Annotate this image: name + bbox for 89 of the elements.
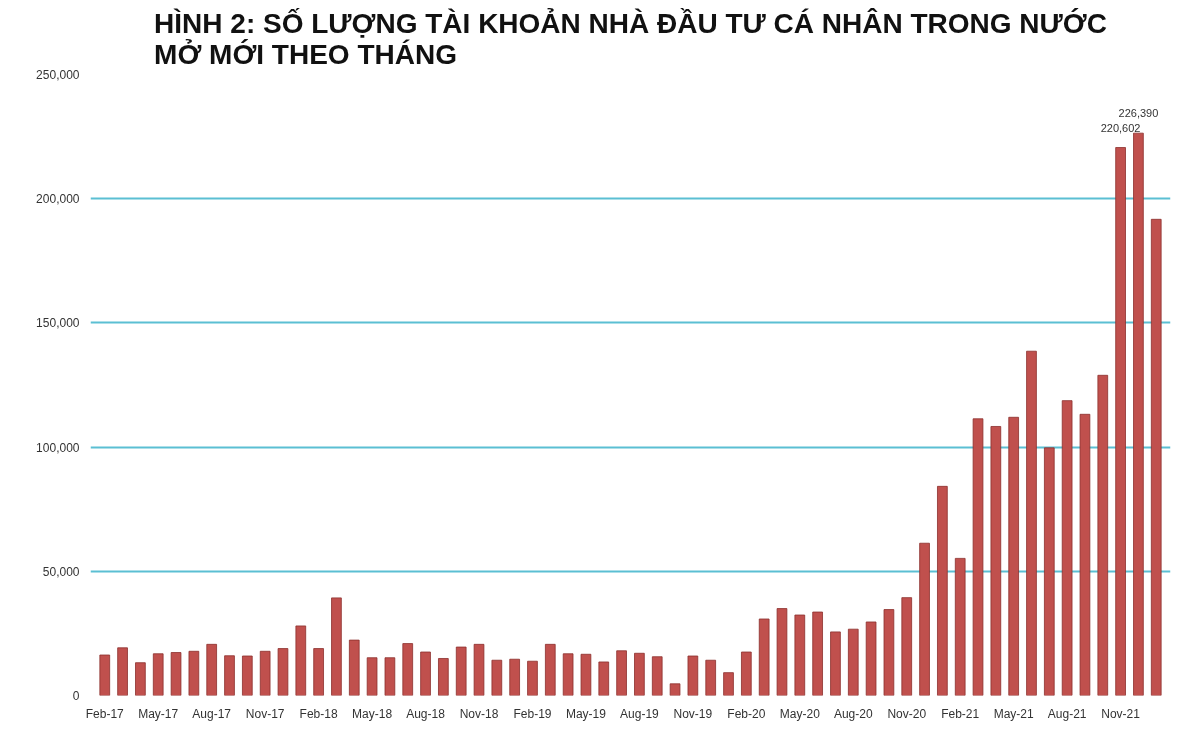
bar xyxy=(919,542,930,696)
bar xyxy=(598,661,610,696)
bar xyxy=(865,621,877,696)
y-tick-label: 0 xyxy=(72,689,80,703)
x-tick-label: Nov-20 xyxy=(887,706,927,721)
bar xyxy=(1026,350,1037,696)
bar xyxy=(259,650,271,696)
x-tick-label: Feb-21 xyxy=(941,706,980,721)
bar xyxy=(1008,416,1019,696)
bar xyxy=(954,557,966,696)
bar xyxy=(1133,132,1144,696)
x-tick-label: Aug-18 xyxy=(406,706,446,721)
bar xyxy=(313,648,324,696)
bar xyxy=(1044,447,1055,696)
bar xyxy=(812,611,823,696)
bar xyxy=(152,653,164,696)
x-tick-label: Nov-21 xyxy=(1101,706,1141,721)
bar xyxy=(1079,413,1091,696)
bar xyxy=(491,659,503,696)
x-tick-label: Nov-19 xyxy=(673,706,713,721)
bar xyxy=(616,650,627,696)
x-tick-label: Feb-20 xyxy=(727,706,766,721)
bar xyxy=(206,643,217,696)
bar xyxy=(1150,218,1162,696)
bar xyxy=(348,639,360,696)
bar xyxy=(295,625,307,696)
bar xyxy=(527,660,538,696)
bar xyxy=(455,646,467,696)
y-tick-label: 100,000 xyxy=(36,440,80,455)
x-tick-label: Aug-21 xyxy=(1047,706,1087,721)
x-tick-label: Aug-20 xyxy=(833,706,873,721)
bar xyxy=(580,653,592,696)
bar xyxy=(99,654,111,696)
x-tick-label: Nov-17 xyxy=(245,706,285,721)
bar xyxy=(669,683,681,696)
bar xyxy=(776,608,788,696)
bar xyxy=(634,652,645,696)
bar xyxy=(277,648,289,696)
bar xyxy=(438,658,449,696)
bar xyxy=(331,597,342,696)
x-tick-label: Feb-19 xyxy=(513,706,552,721)
bar xyxy=(224,655,235,696)
y-tick-label: 50,000 xyxy=(42,564,80,579)
y-tick-label: 150,000 xyxy=(36,316,80,331)
bar xyxy=(723,672,734,696)
bar xyxy=(135,662,146,696)
bar xyxy=(420,651,431,696)
bar xyxy=(1097,374,1109,696)
bar xyxy=(937,485,948,696)
x-tick-label: Feb-18 xyxy=(299,706,338,721)
chart-title: HÌNH 2: SỐ LƯỢNG TÀI KHOẢN NHÀ ĐẦU TƯ CÁ NHÂN TRONG NƯỚC MỞ MỚI THEO THÁNG xyxy=(154,6,1107,70)
bar xyxy=(562,653,574,696)
bar xyxy=(188,650,200,696)
bar xyxy=(758,618,770,696)
bar xyxy=(545,643,556,696)
bar xyxy=(366,657,378,696)
bar xyxy=(651,656,663,696)
bar xyxy=(242,655,253,696)
bar xyxy=(117,647,128,696)
bar xyxy=(473,643,485,696)
x-tick-label: May-19 xyxy=(565,706,607,721)
bar xyxy=(509,658,520,696)
bar xyxy=(1061,400,1073,696)
bar xyxy=(847,628,859,696)
bar xyxy=(170,652,182,696)
bar xyxy=(972,418,984,696)
bar xyxy=(883,609,895,696)
bar xyxy=(1115,147,1126,696)
bar xyxy=(901,597,913,696)
data-label: 220,602 xyxy=(1100,121,1141,134)
bar xyxy=(741,651,752,696)
bar xyxy=(384,657,396,696)
data-label: 226,390 xyxy=(1118,107,1159,120)
x-tick-label: May-21 xyxy=(993,706,1034,721)
bar xyxy=(687,655,699,696)
bar xyxy=(794,614,806,696)
y-tick-label: 250,000 xyxy=(36,68,80,82)
bar xyxy=(402,643,414,696)
bar xyxy=(830,631,841,696)
x-tick-label: Aug-19 xyxy=(620,706,660,721)
x-tick-label: Feb-17 xyxy=(85,706,125,721)
x-tick-label: Aug-17 xyxy=(192,706,232,721)
y-tick-label: 200,000 xyxy=(36,192,80,207)
x-tick-label: May-17 xyxy=(138,706,179,721)
x-tick-label: May-18 xyxy=(352,706,393,721)
bar xyxy=(705,659,716,696)
x-tick-label: Nov-18 xyxy=(459,706,499,721)
bar xyxy=(990,426,1002,696)
x-tick-label: May-20 xyxy=(779,706,821,721)
